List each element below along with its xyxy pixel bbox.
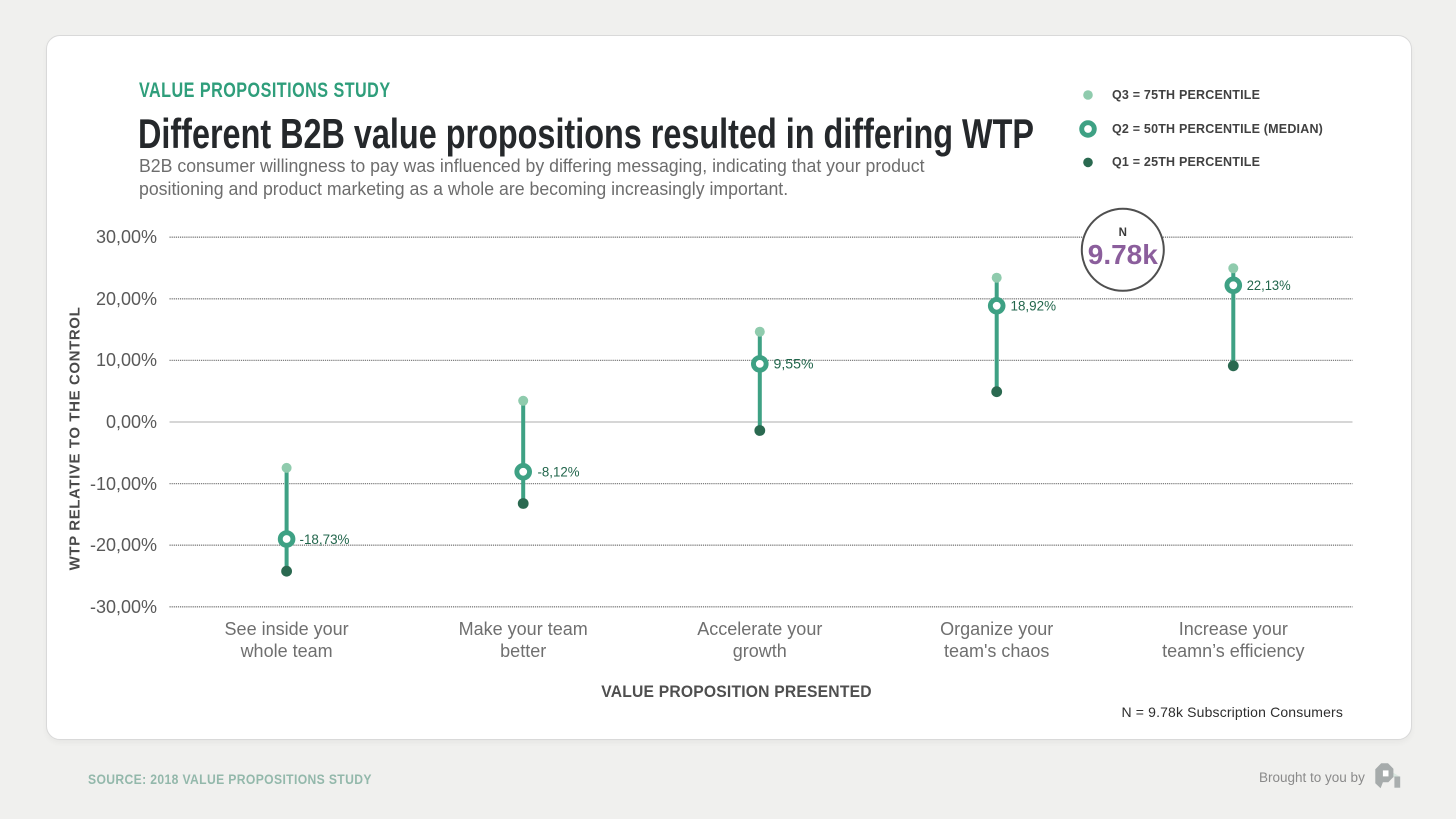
svg-text:-8,12%: -8,12%: [538, 463, 580, 479]
svg-text:22,13%: 22,13%: [1247, 277, 1291, 293]
svg-text:18,92%: 18,92%: [1011, 298, 1057, 314]
svg-text:9,55%: 9,55%: [774, 356, 814, 372]
svg-text:-18,73%: -18,73%: [300, 531, 350, 547]
svg-text:N: N: [1119, 227, 1127, 239]
svg-text:9.78k: 9.78k: [1088, 239, 1158, 270]
